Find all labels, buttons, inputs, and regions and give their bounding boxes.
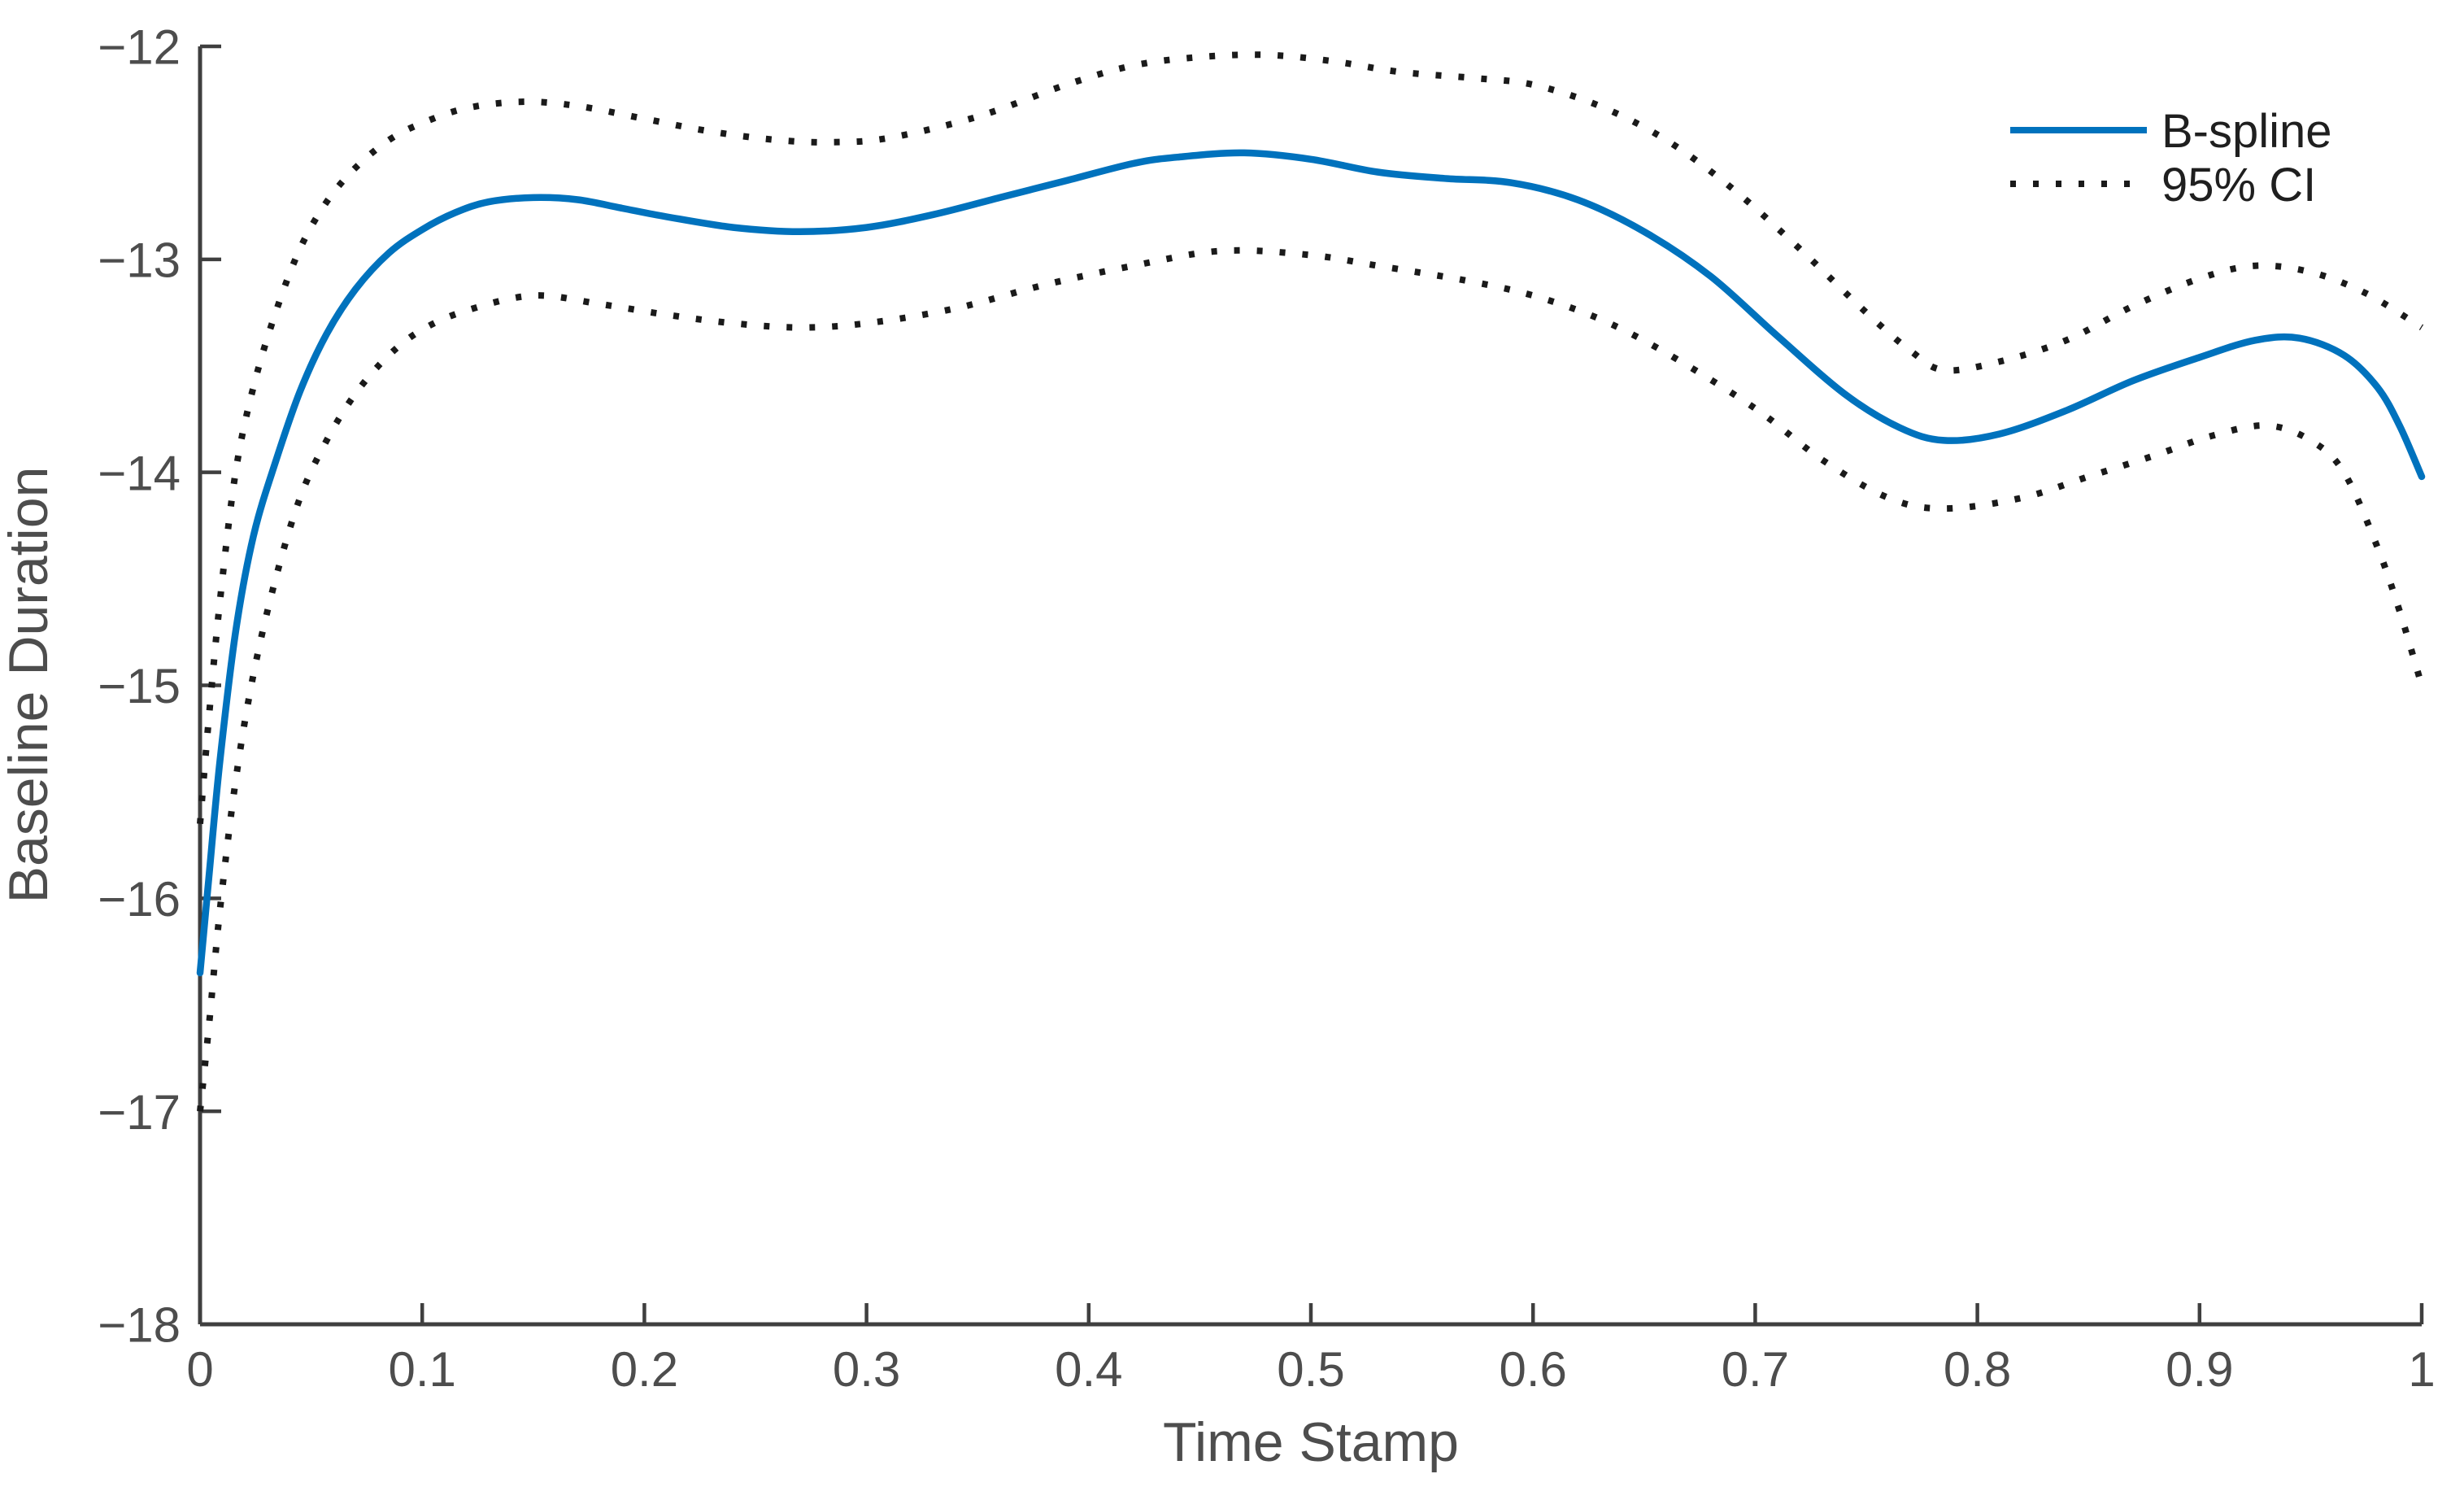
series-line-95-ci-upper: [197, 51, 2424, 825]
y-tick-label: −17: [98, 1085, 181, 1140]
x-tick-label: 0.6: [1499, 1342, 1566, 1397]
x-axis-label: Time Stamp: [1163, 1411, 1459, 1473]
y-tick-label: −12: [98, 20, 181, 75]
x-tick-label: 0.3: [833, 1342, 900, 1397]
x-tick-label: 0.9: [2166, 1342, 2233, 1397]
y-tick-label: −18: [98, 1298, 181, 1353]
series-line-b-spline: [196, 149, 2426, 977]
x-tick-label: 0.5: [1277, 1342, 1344, 1397]
y-axis: −18 −17 −16 −15 −14 −13 −12: [98, 20, 221, 1353]
y-tick-label: −13: [98, 233, 181, 287]
x-tick-label: 1: [2408, 1342, 2435, 1397]
x-tick-label: 0: [186, 1342, 213, 1397]
y-tick-label: −14: [98, 446, 181, 500]
y-axis-label: Baseline Duration: [0, 467, 59, 904]
y-tick-label: −15: [98, 659, 181, 713]
legend-label-ci: 95% CI: [2161, 159, 2316, 211]
y-tick-label: −16: [98, 872, 181, 927]
x-tick-label: 0.1: [388, 1342, 455, 1397]
x-tick-label: 0.2: [611, 1342, 678, 1397]
x-tick-label: 0.7: [1722, 1342, 1789, 1397]
legend: B-spline 95% CI: [2010, 105, 2332, 211]
x-axis: 0 0.1 0.2 0.3 0.4 0.5 0.6 0.7 0.8 0.9 1: [186, 1303, 2436, 1397]
series-lines: [196, 51, 2426, 1112]
series-line-95-ci-lower: [197, 246, 2425, 1112]
x-tick-label: 0.4: [1055, 1342, 1122, 1397]
legend-label-bspline: B-spline: [2161, 105, 2332, 158]
x-tick-label: 0.8: [1944, 1342, 2011, 1397]
